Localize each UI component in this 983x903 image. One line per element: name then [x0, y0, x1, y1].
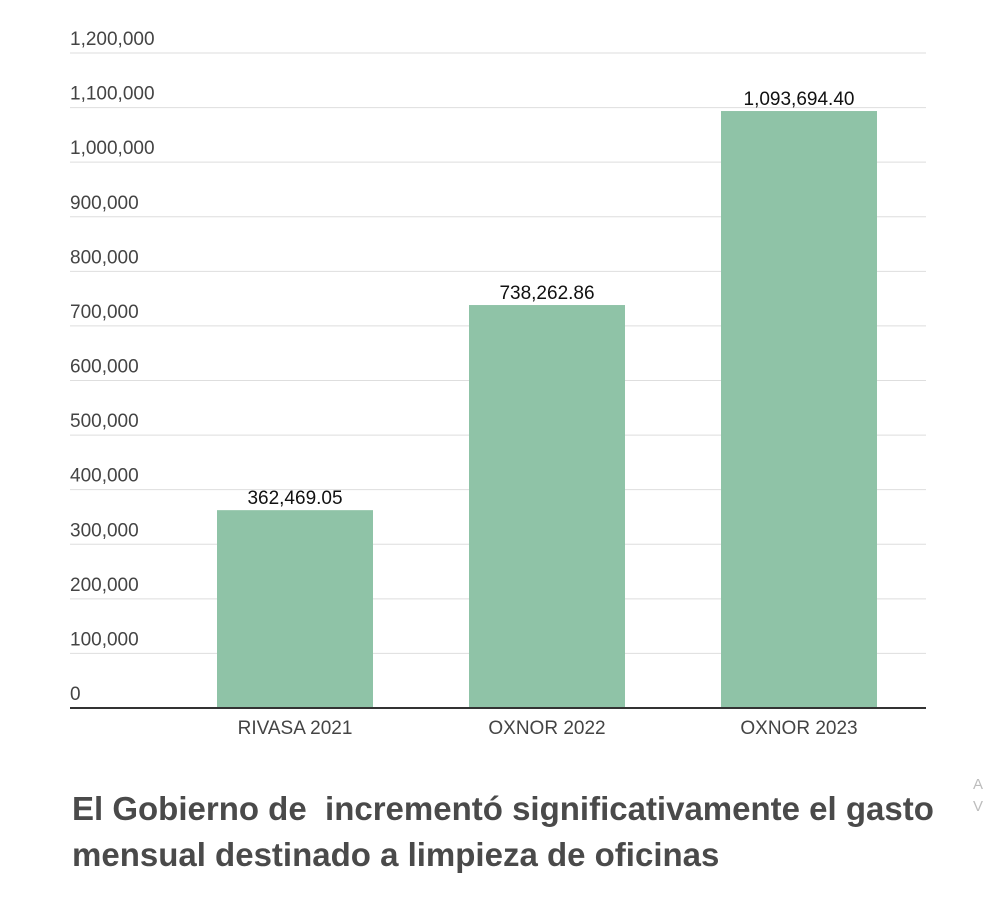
y-tick-label: 1,000,000	[70, 138, 155, 159]
edge-text-1: A	[973, 776, 983, 793]
y-tick-label: 700,000	[70, 302, 139, 323]
bar	[469, 305, 625, 708]
bars	[217, 111, 877, 708]
bar	[721, 111, 877, 708]
y-tick-label: 400,000	[70, 466, 139, 487]
data-labels: 362,469.05 738,262.86 1,093,694.40	[247, 89, 854, 509]
data-label: 1,093,694.40	[744, 89, 855, 110]
y-tick-label: 1,200,000	[70, 29, 155, 50]
data-label: 738,262.86	[499, 283, 594, 304]
bar-chart: 0 100,000 200,000 300,000 400,000 500,000 600,…	[70, 29, 926, 739]
bar	[217, 510, 373, 708]
x-tick-label: OXNOR 2022	[488, 718, 605, 739]
y-tick-label: 0	[70, 684, 81, 705]
x-tick-label: RIVASA 2021	[238, 718, 353, 739]
x-tick-label: OXNOR 2023	[740, 718, 857, 739]
y-tick-label: 800,000	[70, 247, 139, 268]
y-tick-label: 200,000	[70, 575, 139, 596]
y-tick-label: 900,000	[70, 193, 139, 214]
y-tick-label: 1,100,000	[70, 84, 155, 105]
y-tick-label: 600,000	[70, 357, 139, 378]
y-tick-label: 100,000	[70, 629, 139, 650]
x-axis-ticks: RIVASA 2021 OXNOR 2022 OXNOR 2023	[238, 718, 858, 739]
y-tick-label: 300,000	[70, 520, 139, 541]
y-tick-label: 500,000	[70, 411, 139, 432]
data-label: 362,469.05	[247, 488, 342, 509]
edge-text-2: V	[973, 798, 983, 815]
y-axis-ticks: 0 100,000 200,000 300,000 400,000 500,000 600,…	[70, 29, 155, 705]
chart-caption: El Gobierno de incrementó significativam…	[72, 790, 934, 873]
